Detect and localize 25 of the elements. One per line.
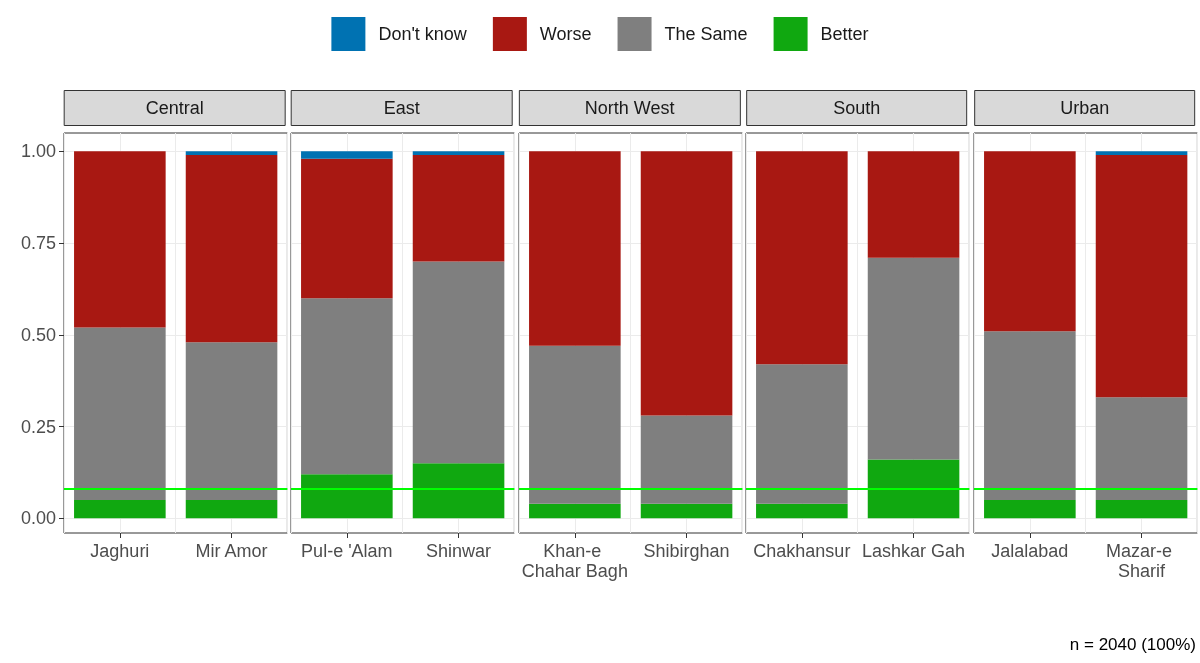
x-tick-label: Shibirghan bbox=[643, 541, 730, 561]
x-tick-label: Shinwar bbox=[426, 541, 492, 561]
y-tick-label: 0.00 bbox=[20, 508, 56, 529]
x-tick-label: Jaghuri bbox=[90, 541, 150, 561]
chart-title: Central bbox=[145, 98, 204, 118]
legend-label: Don't know bbox=[378, 24, 468, 44]
x-tick-label: Chakhansur bbox=[753, 541, 851, 561]
x-tick-label: Pul-e 'Alam bbox=[301, 541, 393, 561]
x-tick-label: Jalalabad bbox=[990, 541, 1068, 561]
y-tick-label: 1.00 bbox=[20, 141, 56, 162]
text: n = 2040 (100%) bbox=[1069, 635, 1196, 654]
chart-title: East bbox=[384, 98, 421, 118]
legend-label: Better bbox=[820, 24, 869, 44]
y-tick-label: 0.25 bbox=[20, 416, 56, 437]
chart-title: South bbox=[833, 98, 881, 118]
x-tick-label: Mir Amor bbox=[195, 541, 268, 561]
chart-title: North West bbox=[584, 98, 675, 118]
chart-title: Urban bbox=[1059, 98, 1109, 118]
y-tick-label: 0.50 bbox=[20, 324, 56, 345]
x-tick-label: Mazar-e Sharif bbox=[1105, 541, 1177, 581]
x-tick-label: Khan-e Chahar Bagh bbox=[521, 541, 628, 581]
y-tick-label: 0.75 bbox=[20, 233, 56, 254]
legend-label: The Same bbox=[664, 24, 748, 44]
legend-label: Worse bbox=[539, 24, 592, 44]
x-tick-label: Lashkar Gah bbox=[862, 541, 966, 561]
